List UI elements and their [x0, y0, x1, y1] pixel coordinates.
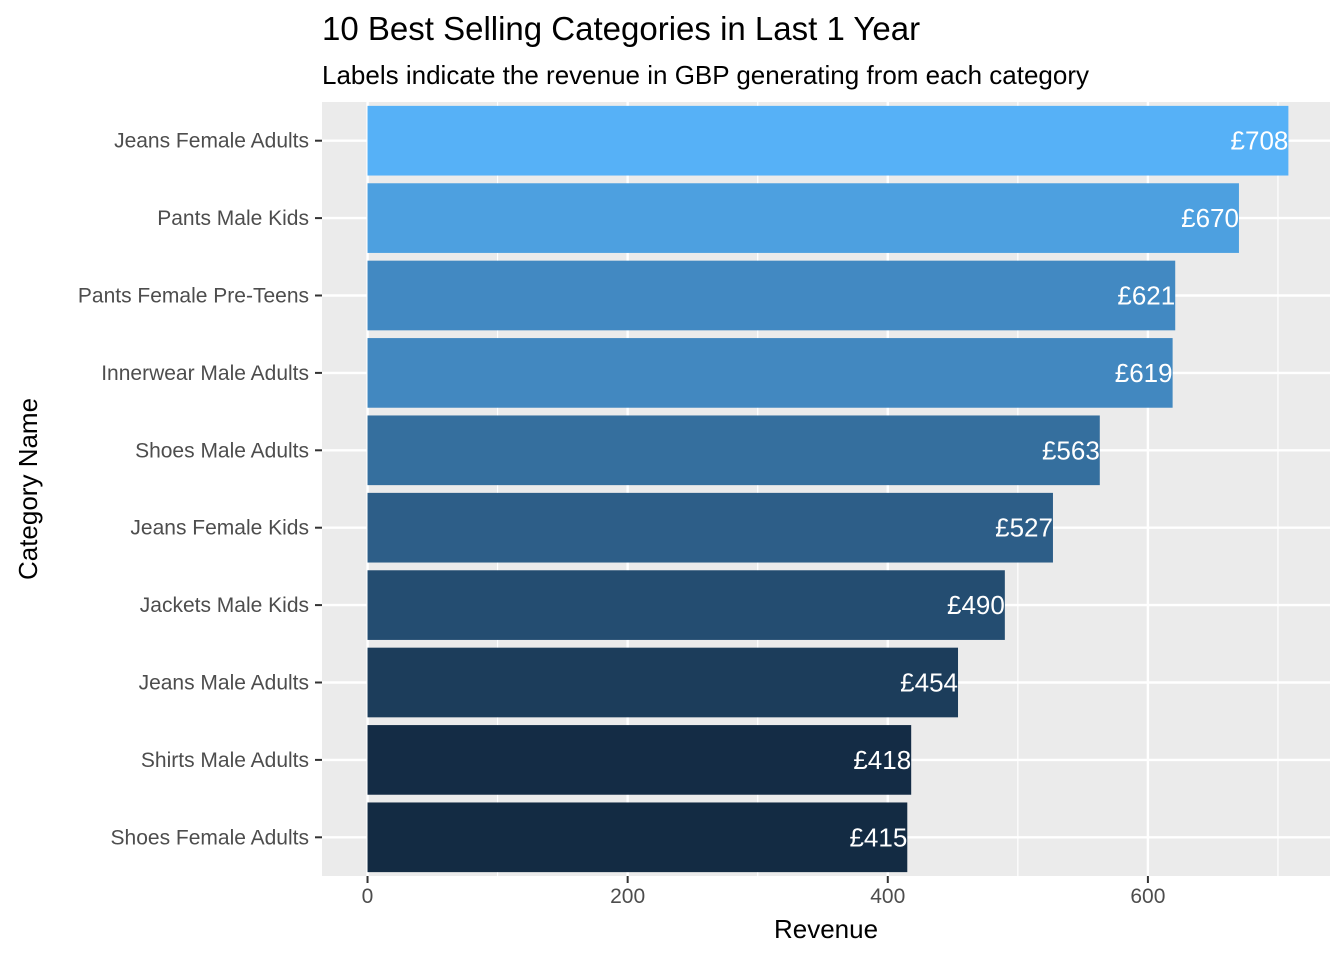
x-tick-label: 200 — [610, 885, 645, 908]
bar — [367, 105, 1289, 176]
data-label: £621 — [1117, 281, 1175, 311]
data-label: £619 — [1115, 358, 1173, 388]
x-tick-label: 600 — [1130, 885, 1165, 908]
y-tick-label: Innerwear Male Adults — [101, 362, 309, 385]
data-label: £708 — [1231, 126, 1289, 156]
data-label: £418 — [853, 745, 911, 775]
bar — [367, 492, 1053, 563]
bar — [367, 260, 1176, 331]
x-tick-label: 0 — [362, 885, 374, 908]
data-label: £415 — [849, 822, 907, 852]
x-tick-label: 400 — [870, 885, 905, 908]
bar — [367, 725, 912, 795]
y-tick-label: Shoes Female Adults — [111, 826, 309, 849]
y-tick-label: Shirts Male Adults — [141, 749, 309, 772]
bar — [367, 802, 908, 873]
data-label: £454 — [900, 668, 958, 698]
bar — [367, 570, 1005, 640]
y-tick-label: Jackets Male Kids — [140, 594, 309, 617]
y-tick-label: Pants Female Pre-Teens — [78, 285, 309, 308]
data-label: £563 — [1042, 435, 1100, 465]
chart-subtitle: Labels indicate the revenue in GBP gener… — [322, 60, 1089, 90]
y-tick-label: Shoes Male Adults — [135, 439, 309, 462]
chart-title: 10 Best Selling Categories in Last 1 Yea… — [322, 10, 921, 47]
data-label: £670 — [1181, 203, 1239, 233]
y-tick-label: Jeans Female Adults — [114, 130, 309, 153]
y-axis-title: Category Name — [13, 398, 43, 580]
x-axis-title: Revenue — [774, 914, 878, 944]
bar — [367, 647, 959, 718]
bar — [367, 415, 1100, 486]
bar — [367, 183, 1239, 253]
y-tick-label: Jeans Female Kids — [130, 517, 309, 540]
bar — [367, 338, 1173, 408]
data-label: £490 — [947, 590, 1005, 620]
y-tick-label: Jeans Male Adults — [139, 672, 309, 695]
y-tick-label: Pants Male Kids — [157, 207, 309, 230]
data-label: £527 — [995, 513, 1053, 543]
